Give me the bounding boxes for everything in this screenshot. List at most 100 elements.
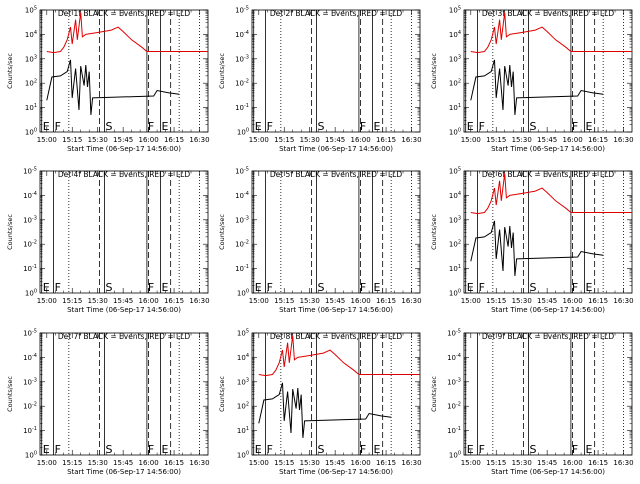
marker-label: S	[317, 443, 324, 456]
y-axis-label: Counts/sec	[218, 214, 226, 250]
y-tick-label: 10-2	[235, 240, 249, 249]
y-tick-label: 102	[25, 79, 37, 88]
marker-label: E	[161, 443, 168, 456]
x-tick-label: 15:30	[300, 297, 320, 305]
chart-panel-8: 100 101 102 103 104 105 15:00 15:15 15:30 15:45 16…	[218, 329, 422, 477]
y-tick-label: 10-3	[235, 54, 249, 63]
marker-label: S	[105, 281, 112, 294]
x-axis-label: Start Time (06-Sep-17 14:56:00)	[67, 468, 181, 476]
marker-label: S	[317, 281, 324, 294]
x-tick-label: 16:00	[139, 459, 159, 467]
marker-label: S	[317, 120, 324, 133]
y-tick-label: 103	[449, 215, 461, 224]
y-tick-label: 104	[449, 30, 461, 39]
series-line-events	[470, 220, 604, 276]
y-tick-label: 10-3	[235, 215, 249, 224]
y-tick-label: 10-5	[235, 167, 249, 176]
marker-label: F	[148, 120, 154, 133]
x-tick-label: 15:00	[461, 297, 481, 305]
marker-label: F	[479, 443, 485, 456]
y-axis-label: Counts/sec	[6, 376, 14, 412]
x-tick-label: 15:00	[249, 297, 269, 305]
y-tick-label: 103	[449, 54, 461, 63]
x-tick-label: 15:45	[537, 459, 557, 467]
x-tick-label: 15:30	[88, 136, 108, 144]
x-tick-label: 15:00	[461, 459, 481, 467]
chart-panel-7: 100 10-1 10-2 10-3 10-4 10-5 15:00 15:15 15:30 15…	[6, 329, 210, 477]
chart-title: Det 4f BLACK = Events, RED = LLD	[58, 170, 191, 179]
y-tick-label: 100	[237, 289, 249, 298]
x-tick-label: 16:00	[563, 297, 583, 305]
y-tick-label: 10-5	[447, 329, 461, 338]
y-axis-label: Counts/sec	[6, 214, 14, 250]
x-tick-label: 15:30	[512, 136, 532, 144]
x-tick-label: 15:15	[486, 136, 506, 144]
marker-label: F	[55, 120, 61, 133]
x-tick-label: 16:30	[189, 297, 209, 305]
plot-frame	[463, 170, 633, 294]
marker-label: E	[467, 443, 474, 456]
x-tick-label: 15:00	[249, 136, 269, 144]
x-tick-label: 16:15	[164, 297, 184, 305]
x-tick-label: 15:45	[113, 459, 133, 467]
y-tick-label: 100	[237, 128, 249, 137]
x-tick-label: 16:00	[351, 136, 371, 144]
chart-panel-5: 100 10-1 10-2 10-3 10-4 10-5 15:00 15:15 15:30 15…	[218, 167, 422, 315]
y-tick-label: 10-5	[235, 6, 249, 15]
x-tick-label: 15:00	[249, 459, 269, 467]
x-tick-label: 15:15	[274, 136, 294, 144]
chart-panel-1: 100 101 102 103 104 105 15:00 15:15 15:30 15:45 16…	[6, 6, 210, 154]
x-axis-label: Start Time (06-Sep-17 14:56:00)	[67, 306, 181, 314]
x-tick-label: 16:30	[401, 136, 421, 144]
y-tick-label: 10-1	[235, 264, 249, 273]
marker-label: S	[529, 281, 536, 294]
marker-label: E	[43, 120, 50, 133]
x-tick-label: 16:30	[401, 459, 421, 467]
x-tick-label: 16:00	[139, 297, 159, 305]
plot-frame	[463, 332, 633, 456]
x-tick-label: 15:15	[62, 136, 82, 144]
plot-frame	[39, 9, 209, 133]
x-tick-label: 15:45	[113, 297, 133, 305]
marker-label: E	[585, 120, 592, 133]
y-tick-label: 103	[237, 377, 249, 386]
x-tick-label: 15:45	[325, 297, 345, 305]
marker-label: E	[373, 443, 380, 456]
marker-label: E	[161, 281, 168, 294]
marker-label: F	[479, 120, 485, 133]
plot-frame	[463, 9, 633, 133]
x-tick-label: 16:15	[164, 136, 184, 144]
marker-label: F	[572, 281, 578, 294]
marker-label: F	[572, 443, 578, 456]
x-tick-label: 16:15	[376, 136, 396, 144]
marker-label: F	[267, 120, 273, 133]
x-tick-label: 15:30	[300, 136, 320, 144]
marker-label: F	[479, 281, 485, 294]
marker-label: E	[43, 443, 50, 456]
y-axis-label: Counts/sec	[218, 376, 226, 412]
plot-frame	[39, 332, 209, 456]
x-tick-label: 15:30	[512, 459, 532, 467]
y-tick-label: 10-4	[235, 191, 249, 200]
marker-label: S	[529, 443, 536, 456]
x-tick-label: 15:00	[37, 459, 57, 467]
y-tick-label: 10-2	[23, 402, 37, 411]
marker-label: S	[105, 443, 112, 456]
x-tick-label: 15:00	[461, 136, 481, 144]
y-tick-label: 10-3	[23, 377, 37, 386]
marker-label: S	[529, 120, 536, 133]
plot-frame	[251, 332, 421, 456]
x-tick-label: 15:30	[88, 459, 108, 467]
y-tick-label: 10-1	[235, 103, 249, 112]
x-tick-label: 16:00	[351, 459, 371, 467]
marker-label: E	[585, 281, 592, 294]
x-tick-label: 15:00	[37, 297, 57, 305]
x-tick-label: 16:30	[613, 459, 633, 467]
x-tick-label: 16:30	[613, 297, 633, 305]
x-axis-label: Start Time (06-Sep-17 14:56:00)	[491, 145, 605, 153]
plot-frame	[251, 170, 421, 294]
y-tick-label: 10-5	[23, 329, 37, 338]
y-tick-label: 100	[449, 451, 461, 460]
x-tick-label: 16:15	[588, 297, 608, 305]
